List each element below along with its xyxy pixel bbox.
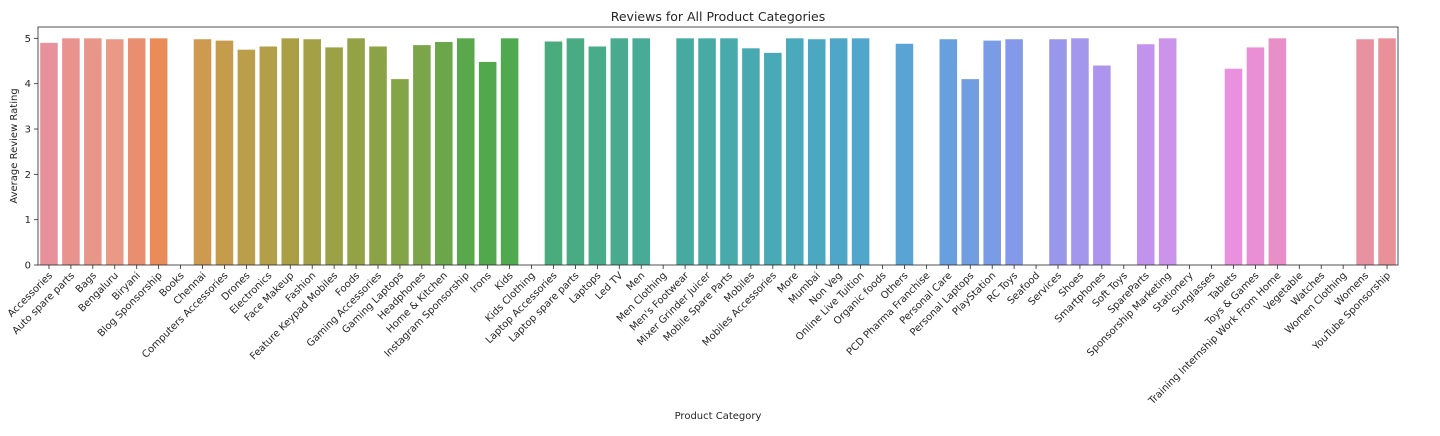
bar [610,38,629,265]
bar [764,52,782,266]
bar [456,38,475,265]
plot-frame [37,26,1399,266]
bar [1071,38,1089,265]
bar [237,49,256,265]
bar [588,46,607,265]
bar [566,38,585,265]
bar [895,43,914,265]
bar [786,38,804,265]
bar [391,79,409,265]
bar [632,38,650,265]
y-ticks: 0 1 2 3 4 5 [25,34,38,272]
y-tick-label: 0 [25,261,31,272]
bar [961,79,980,265]
y-tick-label: 4 [25,79,31,90]
y-axis-label: Average Review Rating [9,88,20,203]
x-axis-label: Product Category [675,411,762,422]
bar [983,40,1001,265]
bar [1005,39,1023,265]
bar [720,38,738,265]
bar [676,38,694,265]
bar [807,39,826,265]
bar [325,47,343,266]
bar [851,38,870,265]
bar [369,46,387,265]
y-tick-label: 5 [25,34,31,45]
bar [149,38,168,265]
bar [193,39,212,265]
bar [347,38,365,265]
bar [40,42,58,266]
bar [413,45,431,265]
bars-layer [40,38,1396,266]
y-tick-label: 3 [25,125,31,136]
bar [127,38,146,265]
x-tick-label: Irons [469,270,494,295]
y-tick-label: 1 [25,215,31,226]
bar [303,39,321,265]
bar [478,61,497,265]
y-tick-label: 2 [25,170,31,181]
bar [742,48,760,266]
bar [1049,39,1067,265]
bar [829,38,848,265]
bar [1378,38,1396,265]
bar [259,46,278,265]
bar [1246,47,1265,266]
bar [500,38,519,265]
bar [84,38,102,265]
bar [1356,39,1374,265]
bar [1158,38,1177,265]
bar [544,41,563,266]
bar [281,38,300,265]
bar [215,40,234,265]
bar [106,39,124,265]
bar [1268,38,1287,265]
chart-title: Reviews for All Product Categories [611,9,826,24]
bar [1136,44,1155,266]
bar [1224,68,1243,266]
bar [62,38,80,265]
bar [939,39,958,265]
bar [1093,65,1111,265]
bar [698,38,716,265]
bar [435,41,453,266]
